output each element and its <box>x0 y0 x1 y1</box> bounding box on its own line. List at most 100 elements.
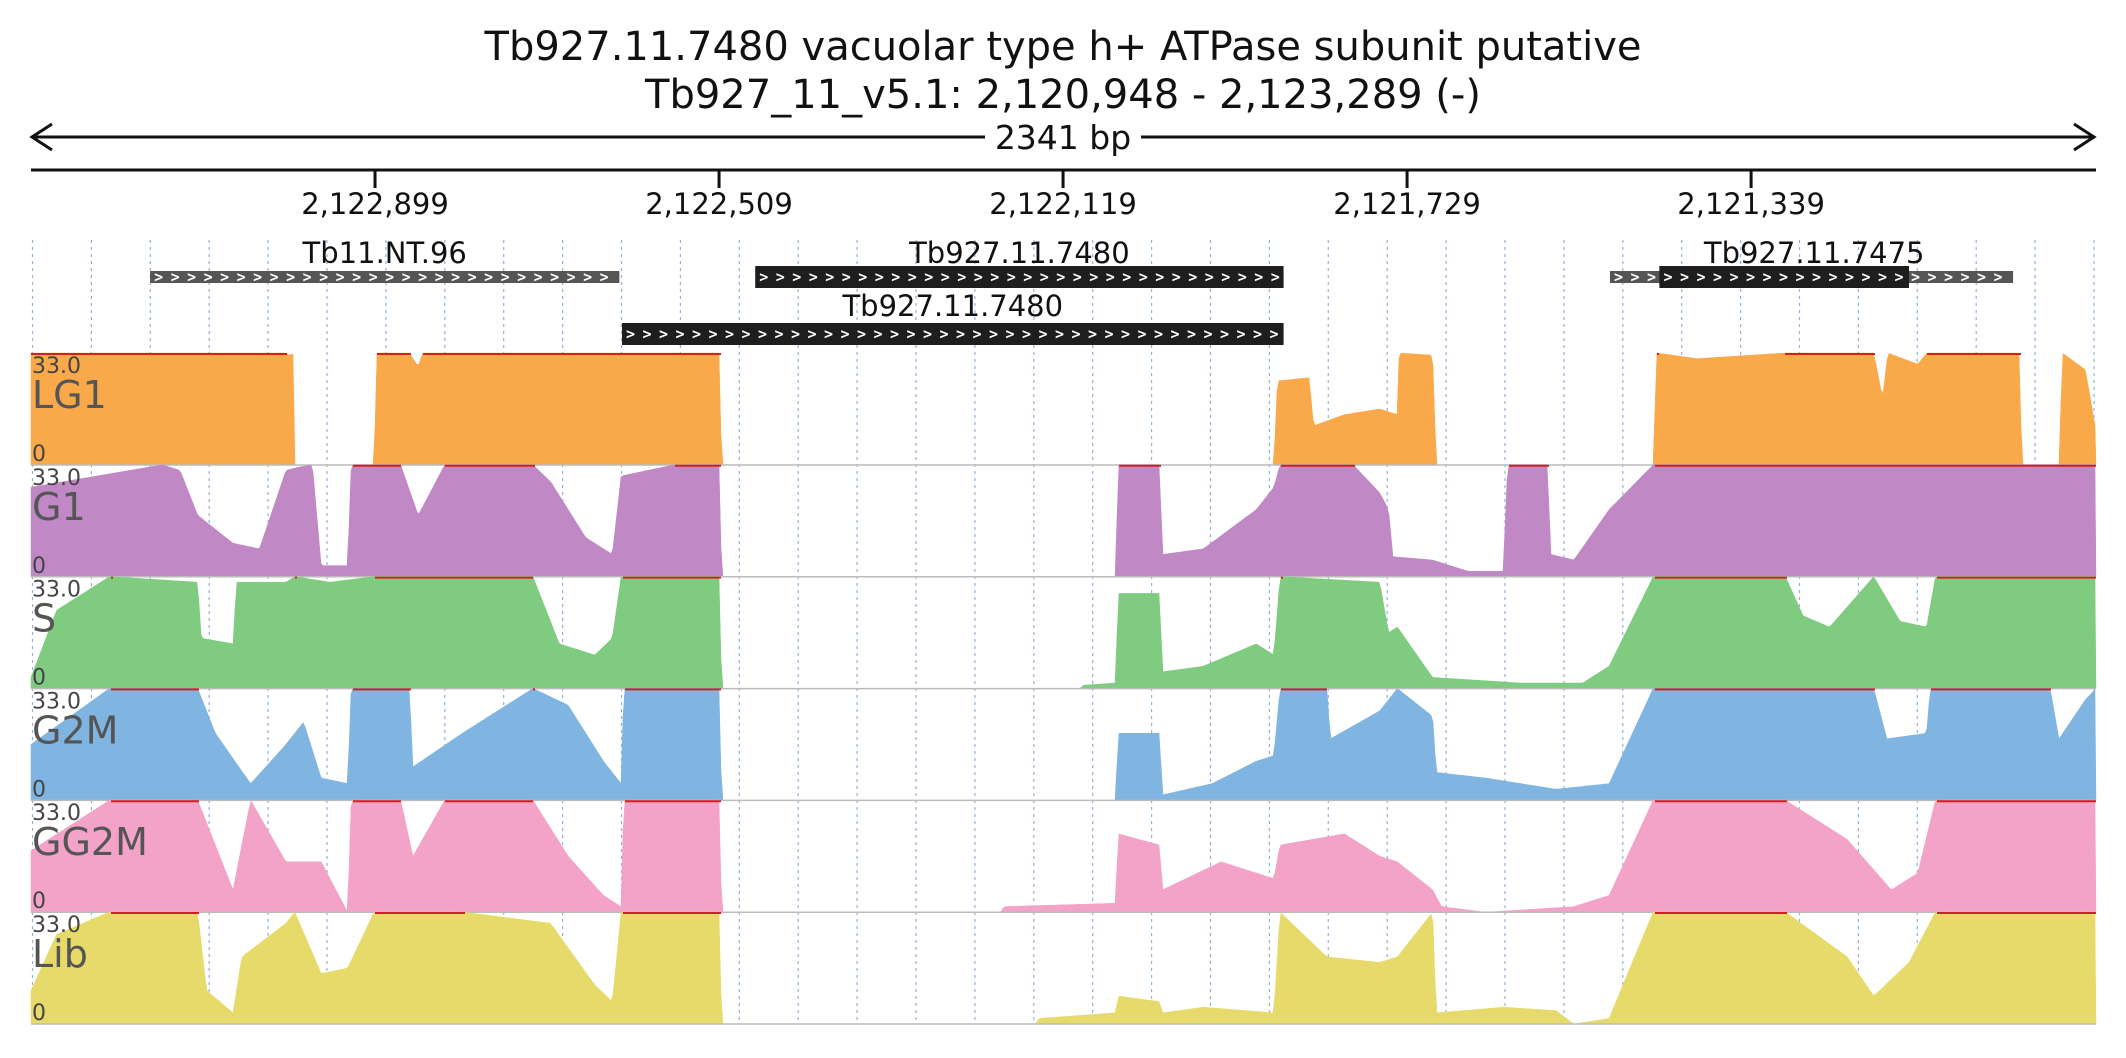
strand-chevron-icon: > <box>1254 268 1263 286</box>
strand-chevron-icon: > <box>659 325 668 343</box>
strand-chevron-icon: > <box>1812 268 1821 286</box>
scale-length-label: 2341 bp <box>995 118 1131 157</box>
gene-annotation-track: > > > > > > > > > > > > > > > > > > > > > > > > > > > >Tb11.NT.96> >… <box>150 236 2014 345</box>
strand-chevron-icon: > <box>1630 268 1639 286</box>
strand-chevron-icon: > <box>1105 325 1114 343</box>
strand-chevron-icon: > <box>908 268 917 286</box>
strand-chevron-icon: > <box>1911 268 1920 286</box>
strand-chevron-icon: > <box>435 268 444 286</box>
strand-chevron-icon: > <box>286 268 295 286</box>
strand-chevron-icon: > <box>600 268 609 286</box>
strand-chevron-icon: > <box>989 325 998 343</box>
gene-g2[interactable]: > > > > > > > > > > > > > > > > > > > > > > > > > > > > > > > >Tb927.11… <box>755 236 1284 288</box>
strand-chevron-icon: > <box>171 268 180 286</box>
strand-chevron-icon: > <box>1861 268 1870 286</box>
strand-chevron-icon: > <box>1237 325 1246 343</box>
coordinate-axis: 2,122,899 2,122,509 2,122,119 2,121,729 2,12… <box>31 168 2096 221</box>
strand-chevron-icon: > <box>385 268 394 286</box>
strand-chevron-icon: > <box>725 325 734 343</box>
strand-chevron-icon: > <box>875 268 884 286</box>
track-max-label: 33.0 <box>32 689 81 714</box>
strand-chevron-icon: > <box>534 268 543 286</box>
strand-chevron-icon: > <box>775 325 784 343</box>
strand-chevron-icon: > <box>924 268 933 286</box>
strand-chevron-icon: > <box>1993 268 2002 286</box>
strand-chevron-icon: > <box>1238 268 1247 286</box>
strand-chevron-icon: > <box>940 325 949 343</box>
strand-chevron-icon: > <box>973 325 982 343</box>
track-name-label: Lib <box>32 932 88 976</box>
strand-chevron-icon: > <box>550 268 559 286</box>
gene-g3[interactable]: > > > > > > > > > > > > > > > > > > > > > > > > > > > > > > > > > > > > > > > >… <box>622 289 1284 345</box>
scale-right-arrow-icon <box>2073 122 2097 152</box>
track-gg2m: 33.0 0 GG2M <box>30 799 2097 914</box>
strand-chevron-icon: > <box>676 325 685 343</box>
strand-chevron-icon: > <box>1205 268 1214 286</box>
track-max-label: 33.0 <box>32 354 81 379</box>
strand-chevron-icon: > <box>1614 268 1623 286</box>
strand-chevron-icon: > <box>1779 268 1788 286</box>
strand-chevron-icon: > <box>1845 268 1854 286</box>
track-lib: 33.0 0 Lib <box>30 911 2097 1026</box>
gene-g1[interactable]: > > > > > > > > > > > > > > > > > > > > > > > > > > > >Tb11.NT.96 <box>150 236 620 286</box>
strand-chevron-icon: > <box>1106 268 1115 286</box>
gene-bar <box>150 271 620 283</box>
strand-chevron-icon: > <box>204 268 213 286</box>
strand-chevron-icon: > <box>825 268 834 286</box>
track-min-label: 0 <box>32 1001 46 1026</box>
strand-chevron-icon: > <box>1007 268 1016 286</box>
strand-chevron-icon: > <box>1729 268 1738 286</box>
axis-tick-label-2: 2,122,119 <box>989 187 1137 221</box>
strand-chevron-icon: > <box>1122 268 1131 286</box>
strand-chevron-icon: > <box>1089 268 1098 286</box>
strand-chevron-icon: > <box>1171 325 1180 343</box>
track-name-label: G1 <box>32 485 86 529</box>
strand-chevron-icon: > <box>907 325 916 343</box>
strand-chevron-icon: > <box>1977 268 1986 286</box>
coverage-tracks: 33.00LG133.00G133.00S33.00G2M33.00GG2M33… <box>30 352 2097 1026</box>
strand-chevron-icon: > <box>1795 268 1804 286</box>
strand-chevron-icon: > <box>220 268 229 286</box>
track-name-label: GG2M <box>32 820 148 864</box>
track-name-label: LG1 <box>32 373 107 417</box>
gene-title: Tb927.11.7480 vacuolar type h+ ATPase su… <box>484 24 1642 70</box>
track-min-label: 0 <box>32 442 46 467</box>
scale-label-bg <box>985 118 1141 156</box>
strand-chevron-icon: > <box>1187 325 1196 343</box>
strand-chevron-icon: > <box>891 268 900 286</box>
strand-chevron-icon: > <box>1023 268 1032 286</box>
strand-chevron-icon: > <box>1172 268 1181 286</box>
scale-left-arrow-icon <box>29 122 53 152</box>
strand-chevron-icon: > <box>154 268 163 286</box>
strand-chevron-icon: > <box>957 268 966 286</box>
strand-chevron-icon: > <box>1155 268 1164 286</box>
strand-chevron-icon: > <box>858 268 867 286</box>
strand-chevron-icon: > <box>941 268 950 286</box>
strand-chevron-icon: > <box>857 325 866 343</box>
gene-g4[interactable]: > > > > > > > > > > > > > > > > > > > > > > > >Tb927.11.7475 <box>1609 236 2014 288</box>
gene-label: Tb927.11.7475 <box>1703 236 1925 270</box>
strand-chevron-icon: > <box>1878 268 1887 286</box>
strand-chevron-icon: > <box>956 325 965 343</box>
region-title: Tb927_11_v5.1: 2,120,948 - 2,123,289 (-) <box>644 72 1481 118</box>
strand-chevron-icon: > <box>402 268 411 286</box>
strand-chevron-icon: > <box>1022 325 1031 343</box>
track-lg1: 33.0 0 LG1 <box>30 352 2097 467</box>
strand-chevron-icon: > <box>841 325 850 343</box>
strand-chevron-icon: > <box>1188 268 1197 286</box>
strand-chevron-icon: > <box>990 268 999 286</box>
strand-chevron-icon: > <box>1220 325 1229 343</box>
strand-chevron-icon: > <box>1040 268 1049 286</box>
track-g2m: 33.0 0 G2M <box>30 688 2097 802</box>
strand-chevron-icon: > <box>1121 325 1130 343</box>
strand-chevron-icon: > <box>974 268 983 286</box>
strand-chevron-icon: > <box>1039 325 1048 343</box>
strand-chevron-icon: > <box>809 268 818 286</box>
strand-chevron-icon: > <box>1663 268 1672 286</box>
strand-chevron-icon: > <box>1894 268 1903 286</box>
axis-tick-label-4: 2,121,339 <box>1677 187 1825 221</box>
gene-label: Tb927.11.7480 <box>841 289 1063 323</box>
strand-chevron-icon: > <box>709 325 718 343</box>
strand-chevron-icon: > <box>303 268 312 286</box>
strand-chevron-icon: > <box>1073 268 1082 286</box>
